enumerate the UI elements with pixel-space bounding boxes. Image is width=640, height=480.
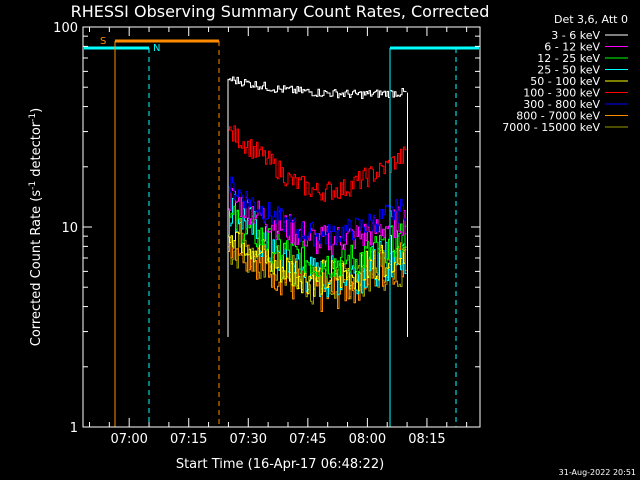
legend-label: 3 - 6 keV <box>551 29 600 42</box>
legend-label: 25 - 50 keV <box>537 64 600 77</box>
series-line-6 <box>228 176 407 247</box>
x-tick-label: 08:00 <box>349 432 386 447</box>
y-tick-label: 100 <box>53 21 78 36</box>
legend-label: 12 - 25 keV <box>537 52 600 65</box>
x-tick-label: 07:15 <box>170 432 207 447</box>
night-label: N <box>153 43 160 54</box>
legend-label: 300 - 800 keV <box>523 98 600 111</box>
x-tick-label: 07:00 <box>110 432 147 447</box>
series-line-4 <box>228 218 407 297</box>
x-tick-label: 07:45 <box>289 432 326 447</box>
legend-label: 6 - 12 keV <box>544 41 600 54</box>
timestamp: 31-Aug-2022 20:51 <box>559 468 636 477</box>
saa-label: S <box>100 36 106 47</box>
series-line-0 <box>228 76 407 99</box>
x-axis-label: Start Time (16-Apr-17 06:48:22) <box>176 457 384 472</box>
y-axis-label: Corrected Count Rate (s-1 detector-1) <box>28 108 44 346</box>
legend-label: 800 - 7000 keV <box>516 110 600 123</box>
chart-title: RHESSI Observing Summary Count Rates, Co… <box>71 2 490 21</box>
y-axis: 1 10 100 <box>53 21 480 436</box>
legend-label: 100 - 300 keV <box>523 87 600 100</box>
series-layer <box>227 76 408 337</box>
event-overlays: SN <box>84 36 479 427</box>
x-tick-label: 07:30 <box>230 432 267 447</box>
x-tick-label: 08:15 <box>408 432 445 447</box>
x-axis: 07:00 07:15 07:30 07:45 08:00 08:15 <box>88 27 468 447</box>
legend-header: Det 3,6, Att 0 <box>554 13 628 26</box>
series-line-2 <box>228 205 407 278</box>
plot-frame <box>82 26 481 428</box>
y-tick-label: 10 <box>61 221 78 236</box>
series-line-5 <box>228 125 407 202</box>
y-tick-label: 1 <box>70 421 78 436</box>
legend-label: 7000 - 15000 keV <box>502 121 600 134</box>
legend-label: 50 - 100 keV <box>530 75 600 88</box>
